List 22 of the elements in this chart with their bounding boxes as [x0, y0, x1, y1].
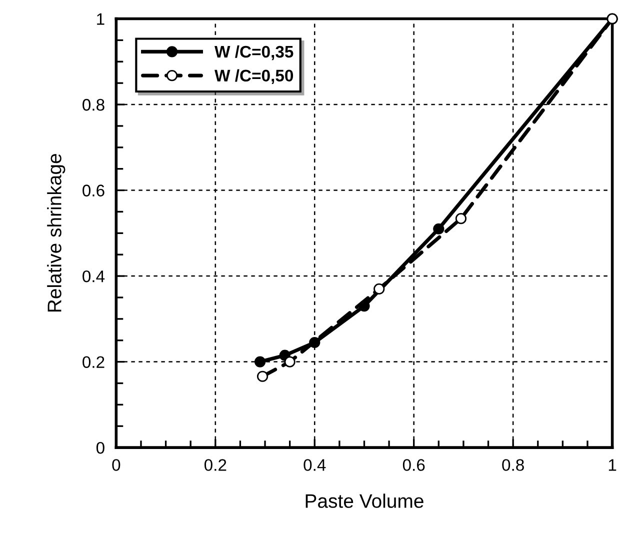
legend-label: W /C=0,50	[214, 69, 294, 84]
point	[455, 213, 467, 224]
y-tick-label: 0.6	[82, 184, 104, 196]
point	[284, 356, 296, 368]
x-tick-label: 0.2	[204, 459, 226, 471]
x-axis-title: Paste Volume	[306, 494, 424, 508]
x-tick-label: 0	[112, 459, 120, 471]
point	[433, 223, 444, 234]
y-tick-label: 0	[96, 442, 104, 454]
point	[374, 283, 385, 294]
x-tick-label: 0.6	[402, 459, 425, 471]
y-tick-label: 0.8	[82, 98, 104, 111]
y-tick-label: 0.2	[82, 356, 104, 368]
x-tick-label: 0.8	[502, 459, 524, 471]
x-tick-label: 1	[608, 459, 616, 471]
point	[254, 356, 266, 368]
legend-label: W /C=0,35	[214, 45, 294, 60]
y-tick-label: 0.4	[82, 270, 105, 282]
x-tick-label: 0.4	[304, 459, 326, 471]
point	[256, 370, 268, 382]
y-tick-label: 1	[97, 13, 104, 25]
y-axis-title: Relative shrinkage	[47, 154, 66, 312]
